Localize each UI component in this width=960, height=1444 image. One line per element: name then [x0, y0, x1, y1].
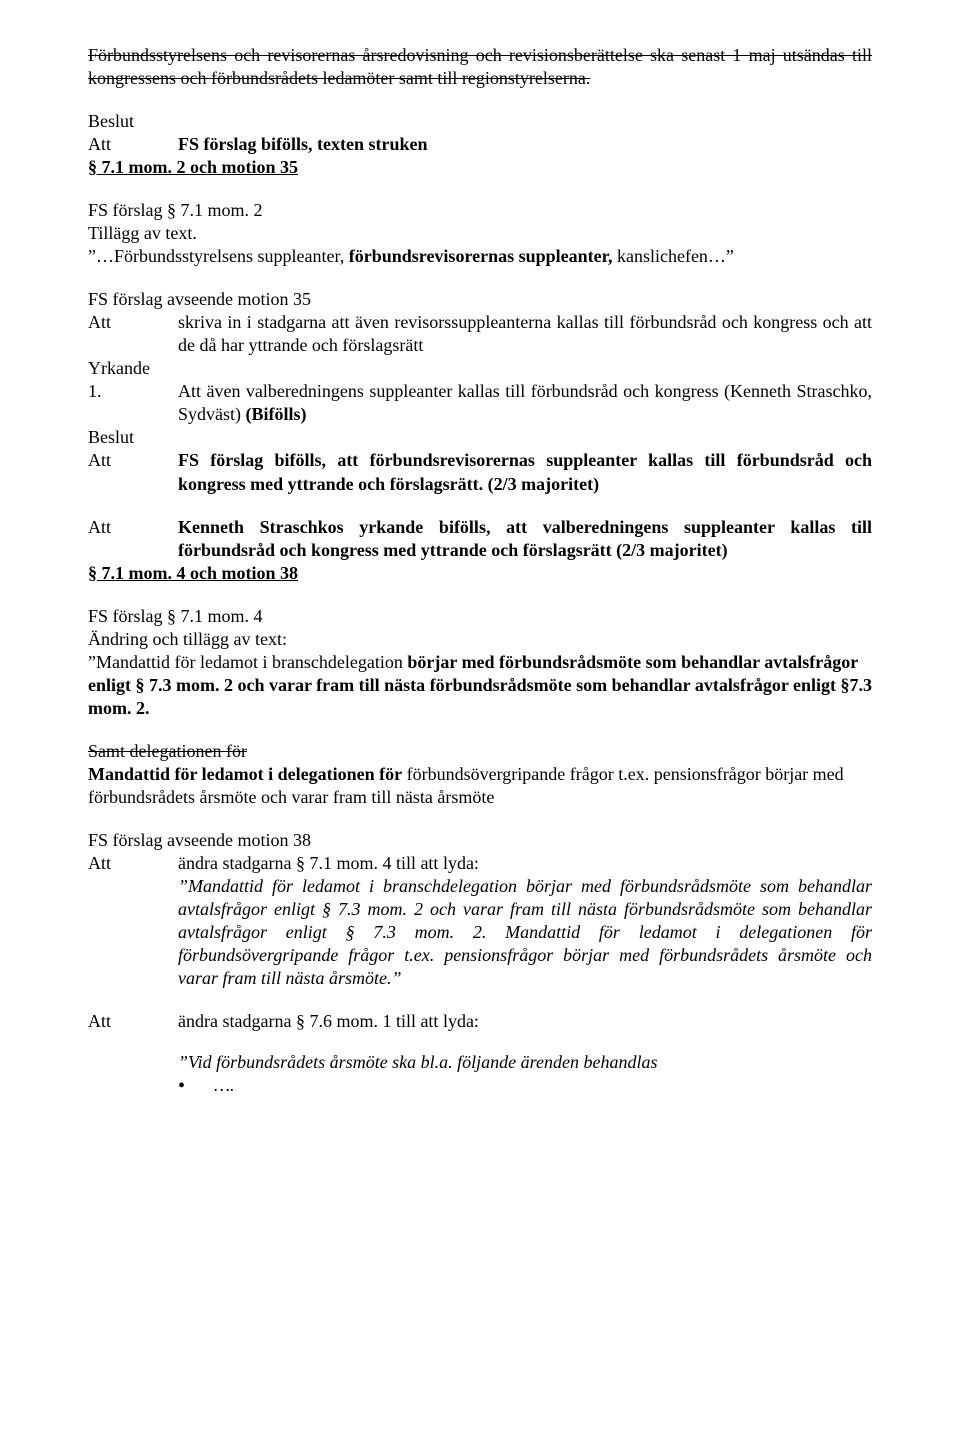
quote-part-c: kanslichefen…” — [612, 246, 733, 266]
yrkande-bifolls: (Bifölls) — [246, 404, 307, 424]
beslut-heading: Beslut — [88, 426, 872, 449]
yrkande-heading: Yrkande — [88, 357, 872, 380]
fs38-italic-quote: ”Mandattid för ledamot i branschdelegati… — [178, 875, 872, 990]
section-heading-71-4: § 7.1 mom. 4 och motion 38 — [88, 562, 872, 585]
fs-forslag-71-2-line2: Tillägg av text. — [88, 222, 872, 245]
fs-forslag-71-4-line2: Ändring och tillägg av text: — [88, 628, 872, 651]
bullet-item: • …. — [178, 1074, 872, 1097]
document-page: Förbundsstyrelsens och revisorernas årsr… — [0, 0, 960, 1444]
att-label: Att — [88, 449, 178, 495]
section-heading-71-2: § 7.1 mom. 2 och motion 35 — [88, 156, 872, 179]
beslut-heading: Beslut — [88, 110, 872, 133]
att-label: Att — [88, 311, 178, 357]
fs38-att2-text: ändra stadgarna § 7.6 mom. 1 till att ly… — [178, 1010, 479, 1033]
att-label: Att — [88, 852, 178, 875]
yrkande-number: 1. — [88, 380, 178, 426]
quote-a: ”Mandattid för ledamot i branschdelegati… — [88, 652, 407, 672]
att-label: Att — [88, 1010, 178, 1033]
beslut2-text2: Kenneth Straschkos yrkande bifölls, att … — [178, 516, 872, 562]
quote-part-b: förbundsrevisorernas suppleanter, — [349, 246, 613, 266]
fs-motion35-text: skriva in i stadgarna att även revisorss… — [178, 311, 872, 357]
mandattid-delegation: Mandattid för ledamot i delegationen för… — [88, 763, 872, 809]
fs-forslag-71-4-line1: FS förslag § 7.1 mom. 4 — [88, 605, 872, 628]
quote-part-a: ”…Förbundsstyrelsens suppleanter, — [88, 246, 349, 266]
struck-intro-paragraph: Förbundsstyrelsens och revisorernas årsr… — [88, 44, 872, 90]
fs-forslag-71-4-quote: ”Mandattid för ledamot i branschdelegati… — [88, 651, 872, 720]
mandattid-delegation-a: Mandattid för ledamot i delegationen för — [88, 764, 402, 784]
beslut-text: FS förslag bifölls, texten struken — [178, 133, 428, 156]
fs-motion38-line1: FS förslag avseende motion 38 — [88, 829, 872, 852]
fs-forslag-71-2-line1: FS förslag § 7.1 mom. 2 — [88, 199, 872, 222]
att-label: Att — [88, 516, 178, 562]
bullet-icon: • — [178, 1074, 214, 1097]
fs-forslag-71-2-line3: ”…Förbundsstyrelsens suppleanter, förbun… — [88, 245, 872, 268]
fs38-att1-text: ändra stadgarna § 7.1 mom. 4 till att ly… — [178, 852, 479, 875]
beslut2-text1: FS förslag bifölls, att förbundsrevisore… — [178, 449, 872, 495]
struck-line: Samt delegationen för — [88, 740, 872, 763]
att-label: Att — [88, 133, 178, 156]
fs-motion35-line1: FS förslag avseende motion 35 — [88, 288, 872, 311]
yrkande-text-wrapper: Att även valberedningens suppleanter kal… — [178, 380, 872, 426]
fs38-italic-quote2: ”Vid förbundsrådets årsmöte ska bl.a. fö… — [178, 1051, 872, 1074]
bullet-text: …. — [214, 1074, 235, 1097]
